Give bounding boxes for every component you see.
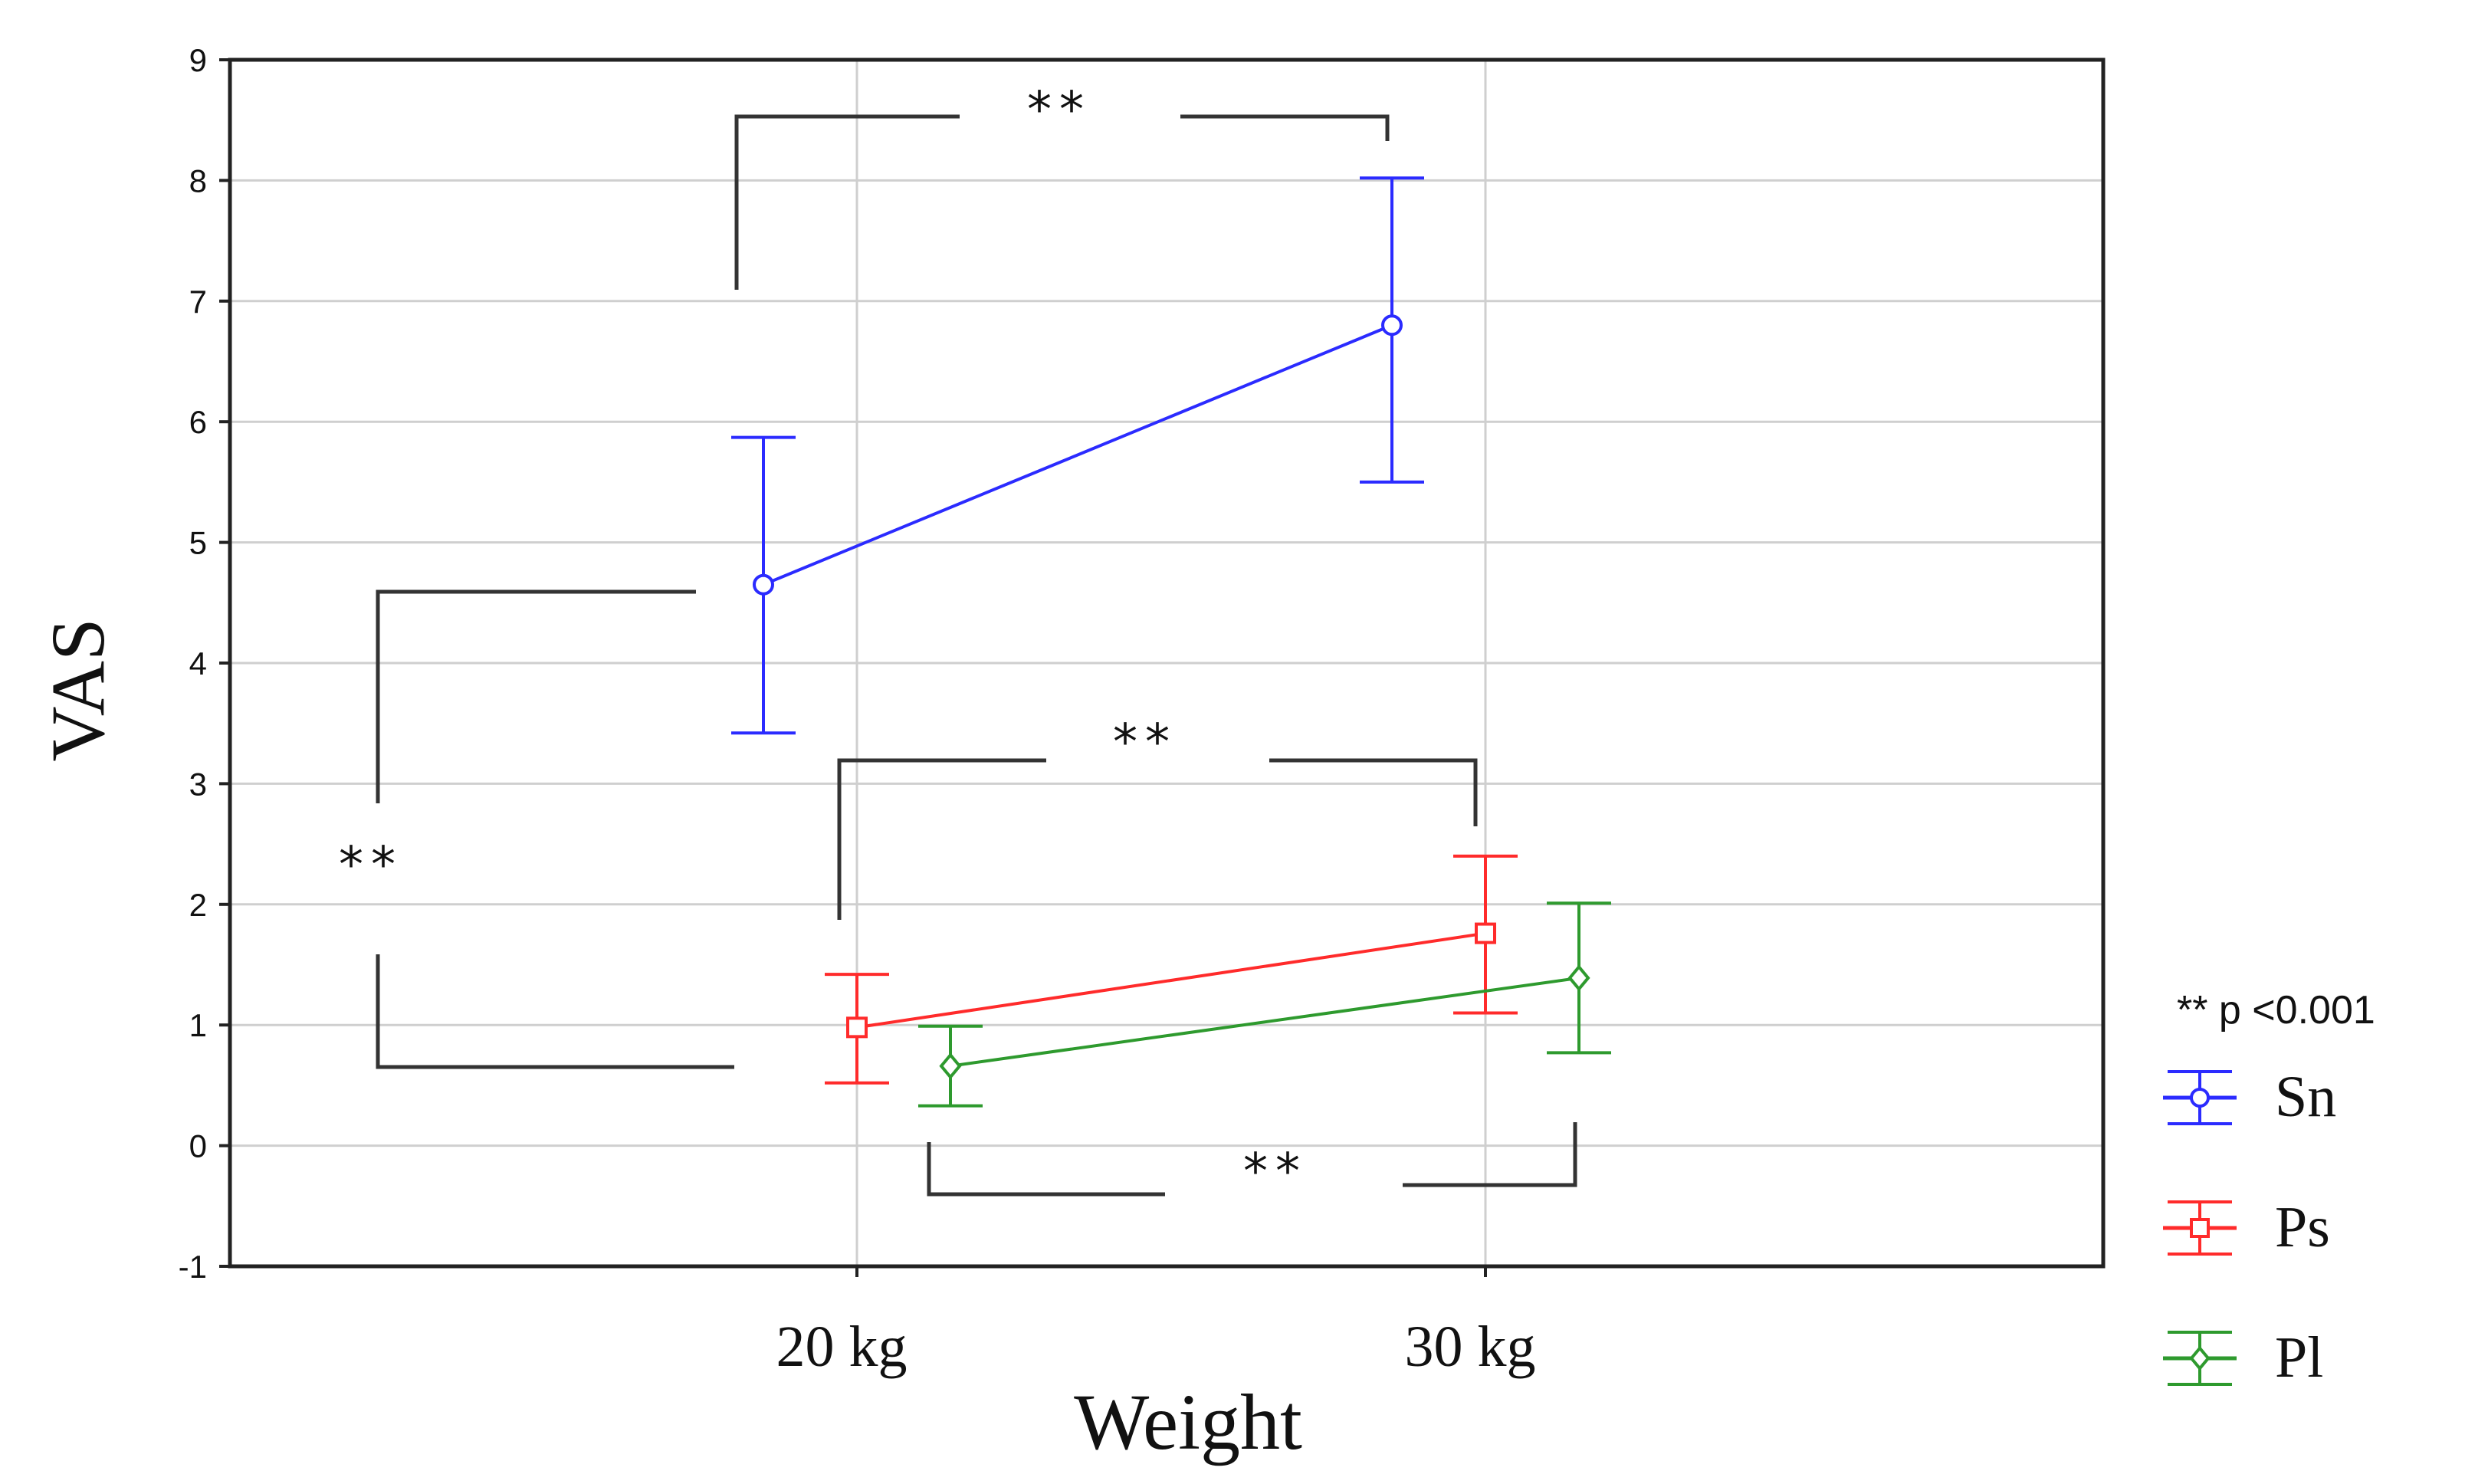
data-point xyxy=(939,1052,962,1080)
y-tick-label: 6 xyxy=(189,404,207,440)
y-tick-label: 8 xyxy=(189,163,207,199)
sig-mark-sn: ** xyxy=(1027,82,1091,139)
data-point xyxy=(846,1016,868,1039)
series-pl xyxy=(918,901,1611,1108)
legend-label: Ps xyxy=(2275,1195,2330,1259)
legend-marker xyxy=(2190,1218,2210,1238)
series xyxy=(731,176,1611,1108)
series-line xyxy=(950,976,1580,1068)
legend-item-sn: Sn xyxy=(2163,1065,2336,1129)
legend-marker xyxy=(2189,1345,2211,1371)
y-tick-label: 9 xyxy=(189,42,207,78)
y-axis-ticks: -1 0 1 2 3 4 5 6 7 8 9 xyxy=(179,42,230,1285)
y-tick-label: 0 xyxy=(189,1128,207,1164)
y-tick-label: 1 xyxy=(189,1007,207,1043)
legend-label: Pl xyxy=(2275,1325,2323,1390)
series-sn xyxy=(731,176,1424,735)
grid xyxy=(230,60,2103,1266)
bracket-ps-20-30-right xyxy=(1269,758,1478,826)
y-tick-label: 3 xyxy=(189,766,207,802)
sig-mark-pl: ** xyxy=(1243,1144,1308,1200)
legend-marker xyxy=(2190,1088,2210,1108)
data-point xyxy=(1567,964,1590,992)
legend-label: Sn xyxy=(2275,1065,2336,1129)
bracket-ps-20-30-left xyxy=(837,758,1046,920)
data-point xyxy=(753,573,774,596)
y-tick-label: 4 xyxy=(189,645,207,681)
significance-note: ** p <0.001 xyxy=(2177,988,2375,1033)
bracket-20kg-groups-top xyxy=(376,589,696,803)
legend-item-pl: Pl xyxy=(2163,1325,2323,1390)
sig-mark-ps: ** xyxy=(1113,714,1177,771)
y-tick-label: 7 xyxy=(189,284,207,320)
series-line xyxy=(763,323,1393,586)
sig-mark-groups: ** xyxy=(339,837,403,894)
y-tick-label: 2 xyxy=(189,887,207,923)
x-axis-ticks: 20 kg 30 kg xyxy=(776,1266,1536,1379)
y-tick-label: 5 xyxy=(189,525,207,561)
x-tick-label: 20 kg xyxy=(776,1315,908,1379)
series-line xyxy=(856,931,1486,1029)
legend: Sn Ps Pl xyxy=(2163,1065,2336,1390)
y-axis-title: VAS xyxy=(35,618,120,761)
data-point xyxy=(1381,314,1403,337)
x-axis-title: Weight xyxy=(1074,1378,1302,1466)
x-tick-label: 30 kg xyxy=(1405,1315,1536,1379)
bracket-sn-20-30 xyxy=(734,114,960,290)
data-point xyxy=(1475,922,1496,944)
y-tick-label: -1 xyxy=(179,1249,207,1285)
legend-item-ps: Ps xyxy=(2163,1195,2330,1259)
series-ps xyxy=(825,854,1518,1085)
bracket-sn-20-30-right xyxy=(1180,114,1390,141)
significance-brackets: ** ** ** ** xyxy=(339,82,1577,1200)
bracket-20kg-groups-bottom xyxy=(376,954,734,1069)
bracket-pl-20-30-left xyxy=(927,1142,1165,1197)
bracket-pl-20-30-right xyxy=(1403,1122,1577,1187)
